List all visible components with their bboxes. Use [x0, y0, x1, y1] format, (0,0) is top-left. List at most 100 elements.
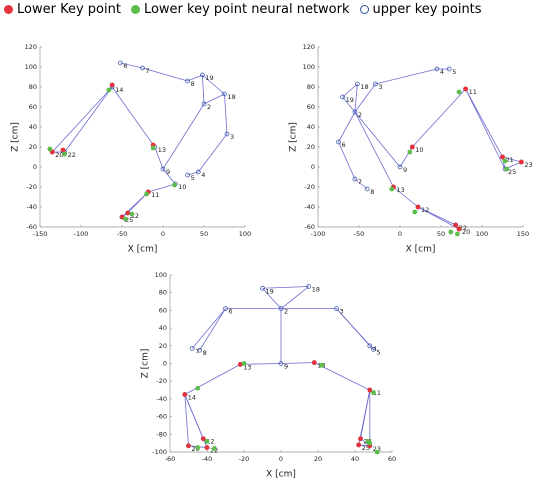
point-label: 20 [462, 228, 470, 236]
legend-label: Lower key point neural network [143, 2, 350, 17]
x-axis-label: X [cm] [266, 470, 296, 480]
lower-key-point [125, 210, 131, 216]
upper-key-point [278, 306, 284, 311]
network-key-point [448, 229, 454, 235]
point-label: 12 [206, 438, 214, 446]
lower-key-point [109, 82, 115, 88]
x-tick-label: 40 [351, 455, 359, 463]
skeleton-edge [502, 156, 522, 163]
point-label: 5 [377, 348, 381, 356]
legend-symbol [359, 5, 369, 14]
skeleton-edge [412, 88, 466, 148]
y-tick-label: 80 [29, 83, 37, 91]
point-label: 9 [166, 168, 170, 176]
x-tick-label: 150 [517, 230, 529, 238]
point-label: 19 [346, 96, 354, 104]
network-key-point [374, 449, 380, 455]
skeleton-edge [197, 133, 228, 173]
upper-key-point [140, 65, 145, 71]
point-label: 6 [342, 141, 346, 149]
legend-item: Lower Key point [4, 2, 121, 17]
skeleton-edge [375, 68, 437, 85]
skeleton-edge [142, 67, 188, 82]
skeleton-edge [465, 88, 503, 158]
skeleton-edge [342, 96, 356, 113]
upper-key-point [223, 306, 228, 311]
point-label: 9 [403, 166, 407, 174]
x-tick-label: -100 [311, 230, 326, 238]
upper-key-point [355, 81, 360, 87]
upper-key-point [224, 131, 230, 137]
lower-key-point [311, 360, 317, 366]
x-tick-label: 20 [314, 455, 322, 463]
upper-key-point [260, 285, 265, 291]
point-label: 6 [123, 62, 127, 70]
lower-key-point [463, 86, 468, 92]
skeleton-edge [262, 286, 309, 289]
lower-key-point [204, 445, 210, 450]
y-tick-label: -60 [26, 223, 37, 231]
y-tick-label: -80 [156, 430, 167, 438]
y-tick-label: -40 [304, 203, 315, 211]
network-key-point [106, 87, 112, 93]
y-axis-label: Z [cm] [141, 349, 151, 379]
skeleton-edge [199, 308, 226, 351]
skeleton-edge [417, 206, 456, 226]
point-label: 3 [378, 83, 382, 91]
lower-key-point [453, 222, 459, 228]
y-axis-label: Z [cm] [289, 122, 299, 152]
upper-key-point [352, 109, 358, 115]
network-key-point [172, 182, 177, 188]
point-label: 7 [146, 67, 150, 75]
skeleton-edge [162, 103, 205, 170]
y-tick-label: 100 [25, 63, 37, 71]
y-tick-label: -100 [152, 448, 167, 456]
point-label: 19 [205, 74, 213, 82]
point-label: 22 [68, 151, 76, 159]
point-label: 9 [284, 363, 288, 371]
point-label: 18 [228, 93, 236, 101]
skeleton-edge [154, 146, 164, 170]
network-key-point [195, 385, 201, 391]
upper-key-point [367, 343, 373, 349]
point-label: 6 [229, 308, 233, 316]
point-label: 7 [195, 347, 199, 355]
y-tick-label: -20 [26, 183, 37, 191]
x-tick-label: -150 [33, 230, 48, 238]
skeleton-edge [202, 74, 225, 95]
y-tick-label: 60 [159, 306, 167, 314]
lower-key-point [356, 442, 362, 448]
x-axis-label: X [cm] [406, 245, 436, 255]
skeleton-edge [111, 86, 156, 148]
network-key-point [407, 149, 413, 155]
skeleton-edge [262, 288, 282, 309]
y-tick-label: 100 [303, 63, 315, 71]
upper-key-point [334, 306, 339, 311]
skeleton-edge [393, 186, 419, 208]
upper-key-point [222, 91, 227, 97]
network-key-point [455, 231, 460, 237]
skeleton-edge [191, 308, 226, 349]
point-label: 21 [506, 156, 514, 164]
x-tick-label: 60 [388, 455, 396, 463]
point-label: 10 [178, 183, 186, 191]
legend-item: Lower key point neural network [130, 2, 350, 17]
y-tick-label: -40 [26, 203, 37, 211]
upper-key-point [446, 66, 452, 72]
lower-key-point [358, 436, 363, 442]
skeleton-edge [184, 364, 241, 395]
lower-key-point [456, 226, 462, 232]
skeleton-edge [64, 86, 113, 153]
skeleton-edge [354, 111, 394, 188]
x-tick-label: 50 [437, 230, 445, 238]
point-label: 11 [469, 88, 477, 96]
point-label: 23 [524, 161, 532, 169]
legend-symbol [130, 5, 140, 14]
skeleton-edge [280, 286, 309, 309]
x-tick-label: -40 [202, 455, 213, 463]
upper-key-point [185, 78, 190, 84]
point-label: 10 [415, 146, 423, 154]
lower-key-point [182, 392, 188, 397]
y-tick-label: 80 [307, 83, 315, 91]
